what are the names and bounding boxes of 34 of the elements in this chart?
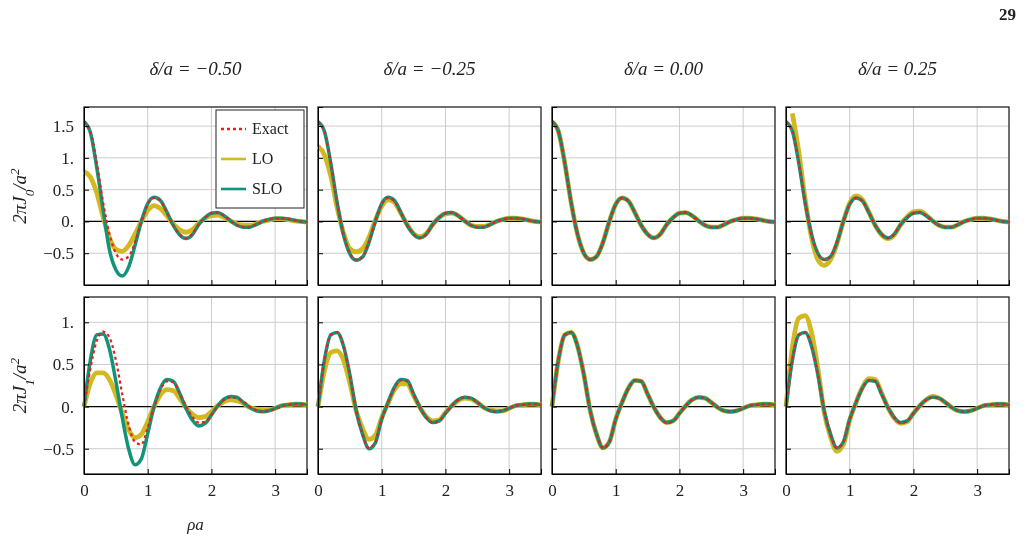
chart-title: δ/a = −0.25 — [383, 58, 476, 79]
x-tick-label: 0 — [782, 481, 791, 501]
x-tick-label: 1 — [845, 481, 855, 501]
x-tick-label: 3 — [739, 481, 748, 501]
x-tick-label: 1 — [143, 481, 153, 501]
legend-label: LO — [252, 150, 274, 167]
y-tick-label: 1.5 — [52, 117, 74, 137]
chart-title: δ/a = 0.00 — [623, 58, 704, 79]
x-tick-label: 1 — [611, 481, 621, 501]
x-tick-label: 0 — [80, 481, 89, 501]
chart-title: δ/a = −0.50 — [149, 58, 242, 79]
y-tick-label: 0. — [61, 397, 74, 417]
chart-title: δ/a = 0.25 — [857, 58, 938, 79]
x-tick-label: 3 — [973, 481, 982, 501]
x-tick-label: 0 — [548, 481, 557, 501]
legend-label: SLO — [252, 180, 283, 197]
text: 29 — [999, 5, 1016, 24]
legend-label: Exact — [252, 120, 289, 137]
x-tick-label: 2 — [909, 481, 919, 501]
x-tick-label: 1 — [377, 481, 387, 501]
y-tick-label: 1. — [61, 148, 74, 168]
y-tick-label: 1. — [61, 313, 74, 333]
y-tick-label: 0.5 — [52, 180, 74, 200]
x-tick-label: 0 — [314, 481, 323, 501]
x-tick-label: 3 — [271, 481, 280, 501]
y-tick-label: −0.5 — [43, 439, 74, 459]
x-axis-title: ρa — [186, 515, 204, 534]
y-tick-label: 0.5 — [52, 355, 74, 375]
y-tick-label: 0. — [61, 212, 74, 232]
x-tick-label: 2 — [441, 481, 451, 501]
y-tick-label: −0.5 — [43, 244, 74, 264]
x-tick-label: 3 — [505, 481, 514, 501]
x-tick-label: 2 — [675, 481, 685, 501]
x-tick-label: 2 — [207, 481, 217, 501]
